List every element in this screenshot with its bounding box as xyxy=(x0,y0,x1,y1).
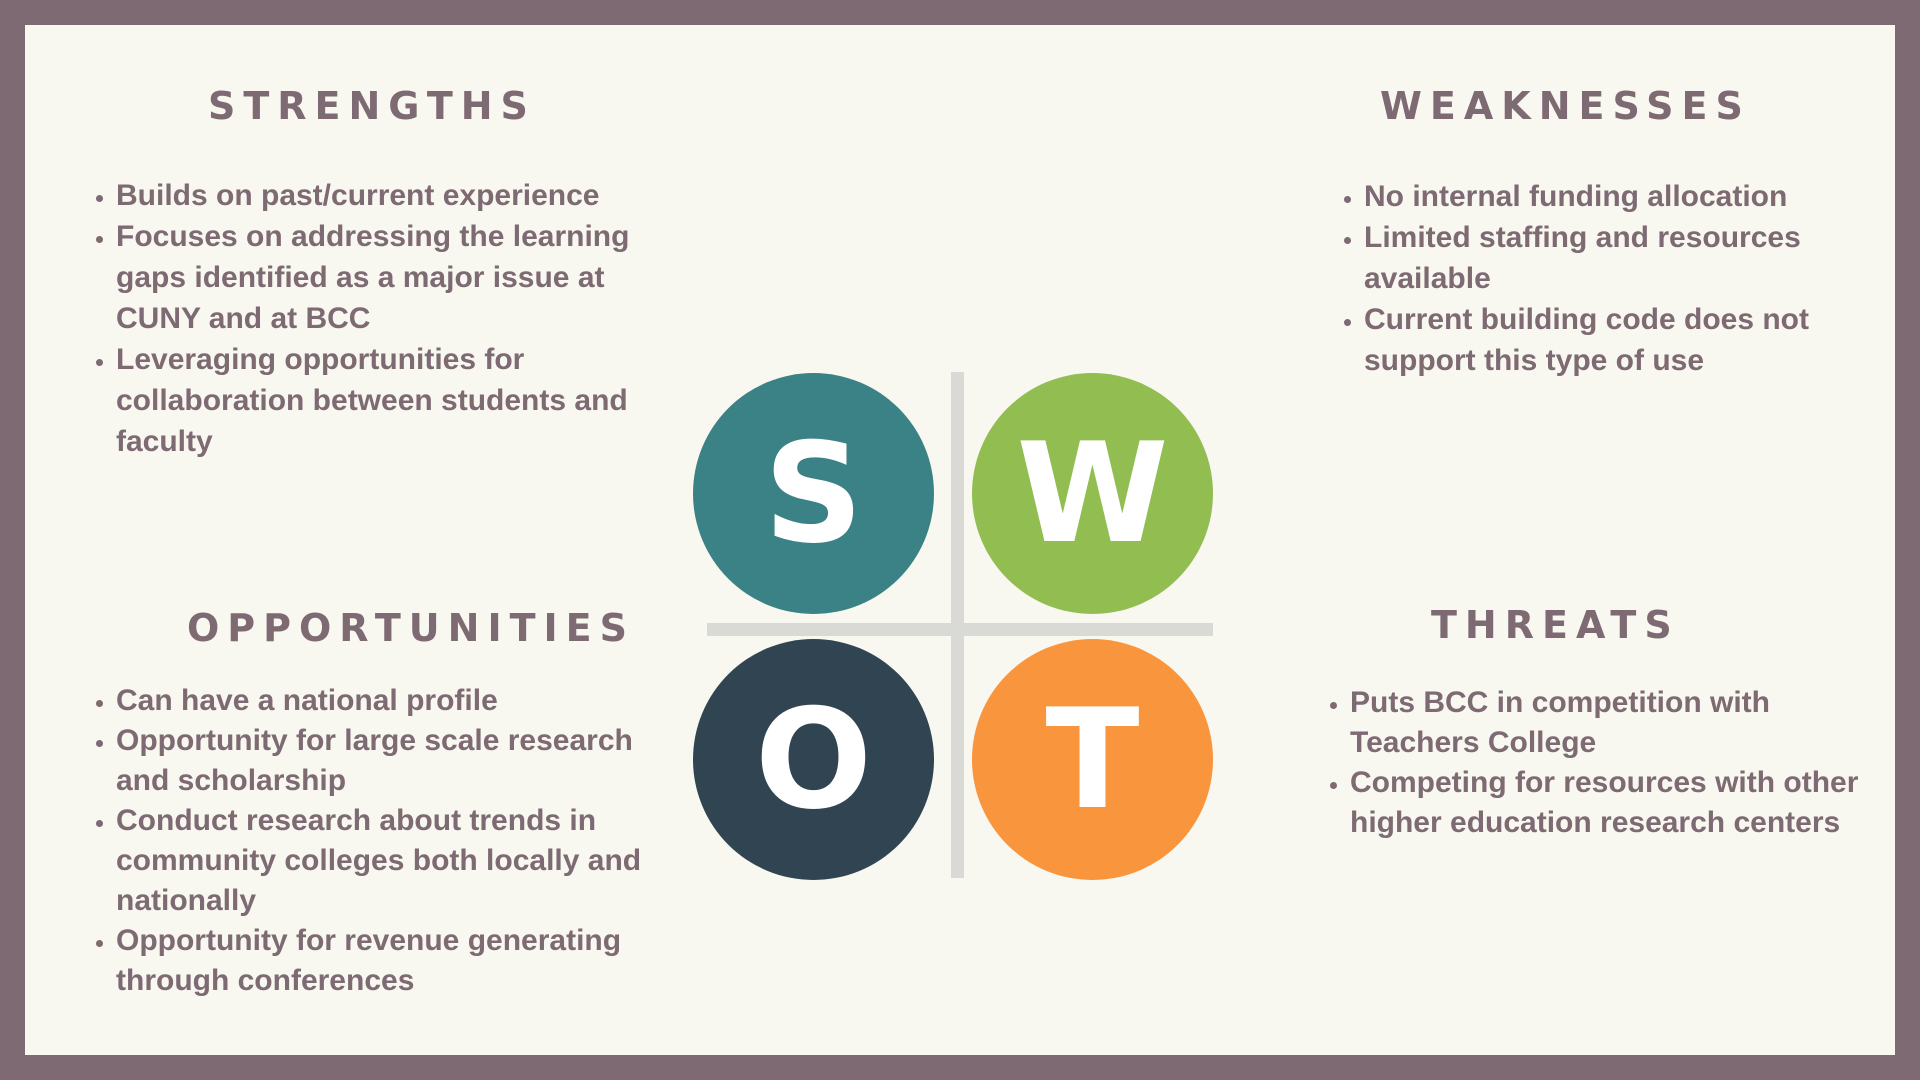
list-item: Puts BCC in competition with Teachers Co… xyxy=(1350,683,1870,763)
weaknesses-circle: W xyxy=(972,373,1213,614)
list-item: Competing for resources with other highe… xyxy=(1350,763,1870,843)
weaknesses-heading: WEAKNESSES xyxy=(1380,84,1751,128)
horizontal-divider xyxy=(707,623,1213,636)
opportunities-list: Can have a national profile Opportunity … xyxy=(86,681,686,1001)
list-item: No internal funding allocation xyxy=(1364,176,1884,217)
strengths-list: Builds on past/current experience Focuse… xyxy=(86,175,686,462)
list-item: Opportunity for revenue generating throu… xyxy=(116,921,686,1001)
strengths-circle: S xyxy=(693,373,934,614)
threats-circle: T xyxy=(972,639,1213,880)
threats-list: Puts BCC in competition with Teachers Co… xyxy=(1320,683,1870,843)
list-item: Opportunity for large scale research and… xyxy=(116,721,686,801)
list-item: Conduct research about trends in communi… xyxy=(116,801,686,921)
opportunities-heading: OPPORTUNITIES xyxy=(187,606,635,650)
list-item: Can have a national profile xyxy=(116,681,686,721)
list-item: Builds on past/current experience xyxy=(116,175,686,216)
weaknesses-list: No internal funding allocation Limited s… xyxy=(1334,176,1884,381)
list-item: Limited staffing and resources available xyxy=(1364,217,1884,299)
opportunities-circle: O xyxy=(693,639,934,880)
list-item: Current building code does not support t… xyxy=(1364,299,1884,381)
list-item: Leveraging opportunities for collaborati… xyxy=(116,339,686,462)
list-item: Focuses on addressing the learning gaps … xyxy=(116,216,686,339)
strengths-heading: STRENGTHS xyxy=(208,84,536,128)
threats-heading: THREATS xyxy=(1431,603,1680,647)
